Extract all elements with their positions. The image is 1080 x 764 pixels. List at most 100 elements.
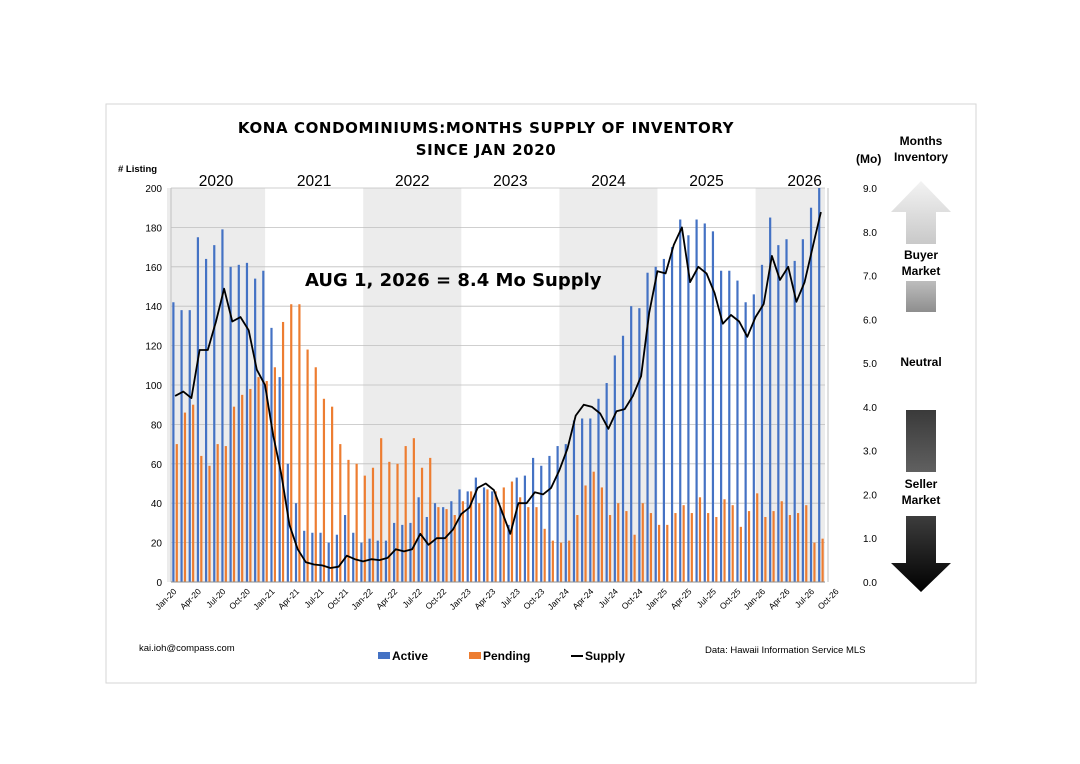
supply-annotation: AUG 1, 2026 = 8.4 Mo Supply [305,270,602,291]
legend-label-active: Active [392,649,428,663]
right-tick-label: 0.0 [863,578,877,589]
pending-bar [461,501,465,582]
side-header-line1: Months [900,134,943,148]
supply-series [174,211,822,569]
active-bar [613,355,616,582]
legend-swatch-active [378,652,390,659]
right-tick-label: 7.0 [863,272,877,283]
pending-bar [592,471,595,582]
right-tick-label: 9.0 [863,184,877,195]
pending-bar [331,406,334,582]
active-bar [433,503,437,582]
year-label: 2022 [395,173,429,190]
year-label: 2020 [199,173,234,190]
pending-series [175,304,824,582]
pending-bar [469,491,473,582]
active-bar [646,272,649,582]
pending-bar [756,493,759,582]
seller-label-line2: Market [902,493,941,507]
pending-bar [355,463,358,582]
active-bar [703,223,706,582]
pending-bar [314,367,317,582]
active-bar [589,418,592,582]
legend-swatch-pending [469,652,481,659]
year-label: 2021 [297,173,331,190]
active-bar [670,247,674,582]
active-bar [319,532,322,582]
pending-bar [715,516,718,582]
left-tick-label: 0 [156,578,162,589]
active-bar [564,444,567,582]
left-tick-label: 160 [145,263,162,274]
pending-bar [371,467,375,582]
active-bar [597,398,600,582]
pending-bar [437,507,440,582]
active-bar [777,245,780,582]
active-bar [695,219,698,582]
active-bar [630,306,633,582]
pending-bar [519,497,522,582]
active-bar [450,501,453,582]
pending-bar [347,459,350,582]
pending-bar [559,542,563,582]
active-bar [548,455,551,582]
pending-bar [420,467,424,582]
active-bar [229,266,232,582]
pending-bar [339,444,342,582]
pending-bar [674,513,677,582]
active-bar [515,477,518,582]
year-labels: 2020 2021 2022 2023 2024 2025 2026 [199,173,822,190]
active-bar [760,264,764,582]
active-bar [531,457,535,582]
seller-bar-icon [906,410,936,472]
pending-bar [224,446,227,582]
left-tick-label: 80 [151,420,163,431]
pending-bar [306,349,309,582]
year-label: 2026 [787,173,821,190]
active-bar [687,235,690,582]
year-label: 2024 [591,173,626,190]
pending-bar [175,444,178,582]
chart-title: KONA CONDOMINIUMS:MONTHS SUPPLY OF INVEN… [238,119,735,137]
pending-bar [200,455,203,582]
active-bar [728,270,731,582]
active-bar [221,229,224,582]
pending-bar [257,377,260,582]
active-bar [769,217,772,583]
active-bar [556,446,559,582]
active-bar [809,207,813,582]
pending-bar [290,304,293,582]
pending-bar [265,381,268,582]
pending-bar [747,511,751,582]
active-bar [384,540,388,582]
pending-bar [281,321,285,582]
pending-bar [805,505,808,582]
active-bar [237,264,240,582]
active-bar [327,542,330,582]
active-bar [711,231,715,582]
active-bar [679,219,682,582]
left-tick-label: 100 [145,381,162,392]
pending-bar [568,540,571,582]
pending-bar [445,509,448,582]
pending-bar [535,507,538,582]
legend-label-pending: Pending [483,649,530,663]
left-tick-label: 20 [151,539,163,550]
pending-bar [658,524,661,582]
left-axis: 0 20 40 60 80 100 120 140 160 180 200 [145,184,172,589]
pending-bar [412,438,415,582]
active-bar [785,239,788,582]
active-bar [245,262,249,582]
right-tick-label: 6.0 [863,315,877,326]
pending-bar [396,463,399,582]
pending-bar [723,499,726,582]
pending-bar [772,511,775,582]
active-bar [335,534,338,582]
active-bar [654,266,657,582]
active-bar [736,280,739,582]
pending-bar [543,528,546,582]
active-bar [752,294,755,582]
active-bar [442,507,445,582]
pending-bar [633,534,636,582]
chart-subtitle: SINCE JAN 2020 [416,141,557,159]
